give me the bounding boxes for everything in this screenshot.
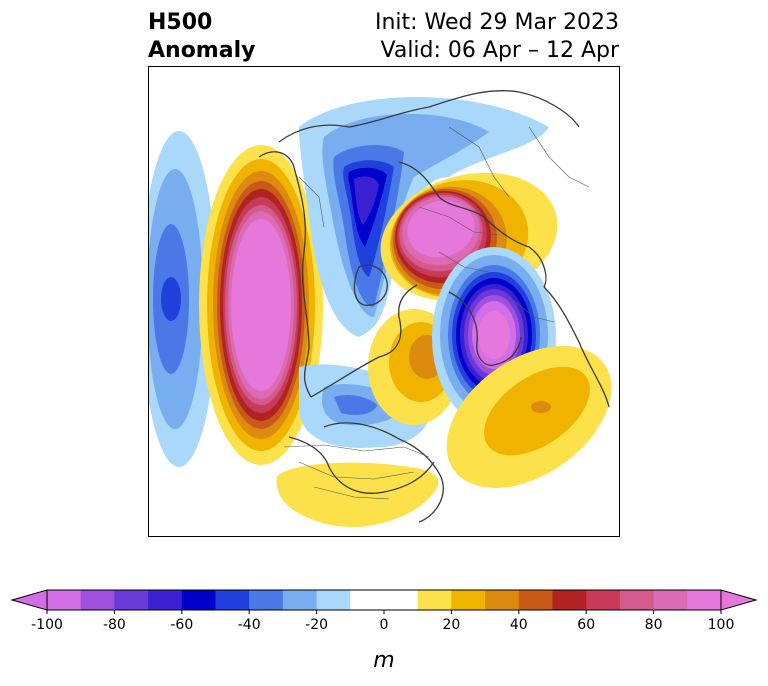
colorbar-tick-label: 100 bbox=[708, 617, 735, 633]
valid-range: Valid: 06 Apr – 12 Apr bbox=[380, 38, 620, 63]
colorbar-tick-label: -80 bbox=[103, 617, 126, 633]
colorbar-segment bbox=[215, 590, 250, 610]
colorbar-segment bbox=[619, 590, 655, 610]
colorbar-tick-label: 80 bbox=[645, 617, 663, 633]
field-name: H500 bbox=[148, 10, 213, 35]
colorbar-segment bbox=[417, 590, 452, 610]
colorbar-tick-label: -100 bbox=[31, 617, 63, 633]
colorbar-segment bbox=[148, 590, 183, 610]
field-kind: Anomaly bbox=[148, 38, 256, 63]
map-title-left: H500 Anomaly bbox=[148, 9, 255, 65]
colorbar-segment bbox=[80, 590, 115, 610]
colorbar-segments bbox=[47, 590, 722, 610]
country-borders bbox=[283, 126, 590, 500]
colorbar-tick-label: -60 bbox=[170, 617, 193, 633]
anomaly-west-pacific-negative bbox=[149, 131, 217, 467]
colorbar-segment bbox=[316, 590, 351, 610]
colorbar-segment bbox=[518, 590, 553, 610]
colorbar-segment bbox=[653, 590, 688, 610]
init-date: Init: Wed 29 Mar 2023 bbox=[374, 10, 619, 35]
colorbar-tick-label: 20 bbox=[442, 617, 460, 633]
colorbar-unit: m bbox=[373, 648, 395, 673]
colorbar-tick-label: 60 bbox=[577, 617, 595, 633]
colorbar-segment bbox=[350, 590, 385, 610]
coastlines bbox=[258, 90, 610, 523]
anomaly-arctic-negative bbox=[299, 97, 549, 337]
anomaly-map bbox=[148, 66, 620, 537]
colorbar-segment bbox=[114, 590, 149, 610]
colorbar-segment bbox=[282, 590, 318, 610]
map-title-right: Init: Wed 29 Mar 2023 Valid: 06 Apr – 12… bbox=[375, 9, 619, 65]
map-canvas bbox=[149, 90, 612, 527]
colorbar-segment bbox=[687, 590, 722, 610]
anomaly-north-pacific-positive bbox=[199, 145, 323, 465]
colorbar-segment bbox=[47, 590, 82, 610]
colorbar-segment bbox=[181, 590, 216, 610]
anomaly-southern-us-positive bbox=[276, 462, 439, 527]
anomaly-atlantic-positive bbox=[446, 345, 612, 489]
colorbar-extend-min bbox=[10, 589, 48, 611]
colorbar-tick-label: 40 bbox=[510, 617, 528, 633]
colorbar-segment bbox=[384, 590, 419, 610]
colorbar-segment bbox=[451, 590, 486, 610]
colorbar-segment bbox=[586, 590, 621, 610]
colorbar-segment bbox=[249, 590, 284, 610]
colorbar-tick-label: 0 bbox=[380, 617, 389, 633]
colorbar-segment bbox=[552, 590, 587, 610]
colorbar-tick-label: -20 bbox=[305, 617, 328, 633]
colorbar-segment bbox=[485, 590, 520, 610]
colorbar-extend-max bbox=[720, 589, 758, 611]
colorbar: -100 -80 -60 -40 -20 0 20 40 60 80 100 bbox=[10, 589, 758, 633]
colorbar-tick-label: -40 bbox=[238, 617, 261, 633]
colorbar-ticks: -100 -80 -60 -40 -20 0 20 40 60 80 100 bbox=[31, 610, 734, 633]
